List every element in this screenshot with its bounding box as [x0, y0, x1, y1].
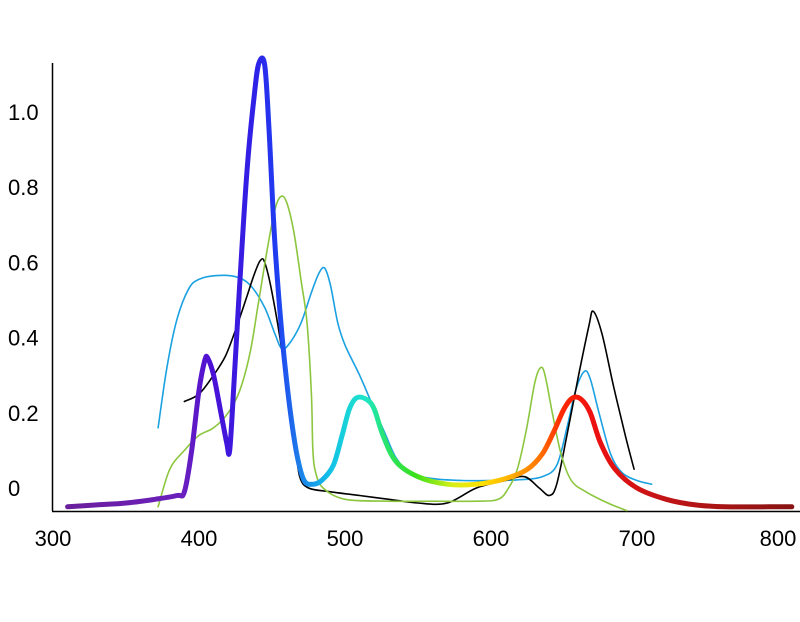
y-tick-label: 0 [8, 476, 20, 501]
x-tick-label: 300 [35, 526, 72, 551]
series-line-1 [183, 257, 635, 506]
series-line-2 [157, 195, 628, 512]
x-tick-label: 700 [619, 526, 656, 551]
y-tick-label: 0.4 [8, 326, 39, 351]
y-tick-label: 1.0 [8, 100, 39, 125]
spectrum-series-line [65, 55, 795, 510]
y-tick-labels: 0 0.2 0.4 0.6 0.8 1.0 [8, 100, 39, 501]
y-tick-label: 0.8 [8, 175, 39, 200]
x-tick-label: 500 [327, 526, 364, 551]
x-tick-label: 400 [181, 526, 218, 551]
series-layer [65, 55, 795, 512]
x-tick-labels: 300 400 500 600 700 800 [35, 526, 797, 551]
y-tick-label: 0.6 [8, 250, 39, 275]
x-tick-label: 800 [760, 526, 797, 551]
y-tick-label: 0.2 [8, 401, 39, 426]
x-tick-label: 600 [473, 526, 510, 551]
